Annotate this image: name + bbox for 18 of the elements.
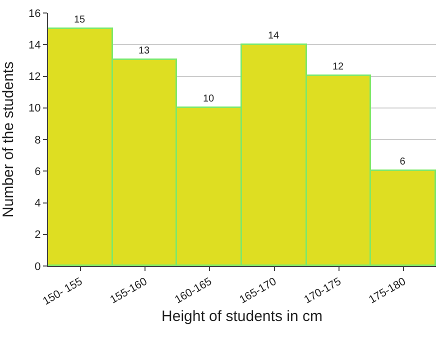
y-tick-label: 0 — [34, 260, 41, 273]
y-tick-label: 14 — [28, 39, 41, 52]
y-tick-label: 2 — [34, 229, 41, 242]
y-axis-title: Number of the students — [0, 62, 17, 218]
y-tick-label: 8 — [34, 134, 41, 146]
x-tick-label: 150- 155 — [40, 276, 85, 308]
y-tick-label: 4 — [34, 198, 41, 210]
y-tick-label: 6 — [34, 166, 41, 178]
data-label: 10 — [202, 93, 215, 104]
data-label: 15 — [74, 14, 86, 26]
x-axis-title: Height of students in cm — [162, 308, 322, 326]
y-tick-label: 10 — [28, 102, 41, 115]
data-label: 6 — [400, 156, 406, 168]
y-tick-label: 12 — [28, 71, 41, 84]
data-label: 14 — [268, 30, 280, 42]
data-label: 12 — [332, 61, 344, 72]
y-tick-label: 16 — [28, 8, 41, 20]
data-label: 13 — [138, 45, 150, 56]
